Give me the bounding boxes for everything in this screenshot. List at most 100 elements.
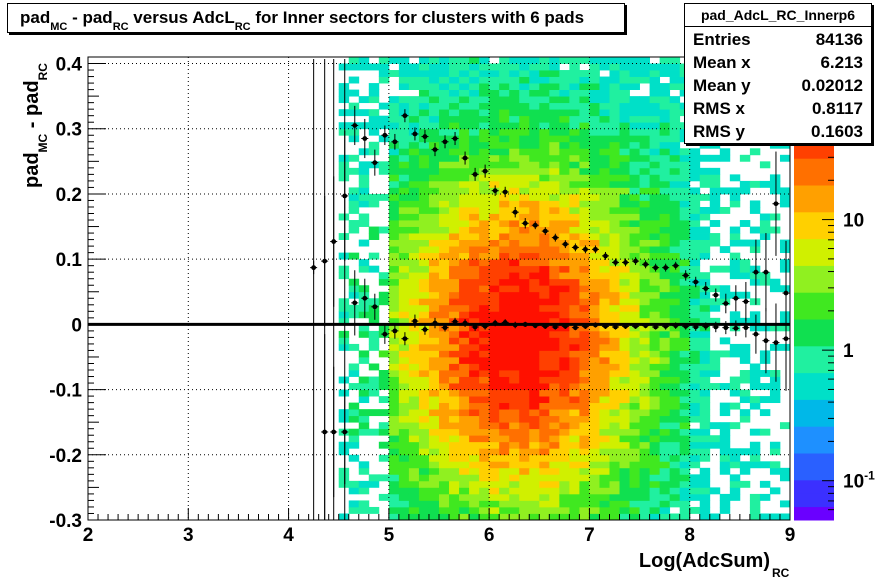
heatmap-cell (408, 135, 420, 143)
title-sub-rc: RC (113, 21, 129, 32)
heatmap-cell (609, 389, 620, 397)
heatmap-cell (539, 246, 550, 254)
heatmap-cell (609, 467, 620, 475)
heatmap-cell (589, 265, 600, 273)
heatmap-cell (499, 298, 510, 306)
heatmap-cell (589, 441, 600, 449)
profile-upper-point (663, 265, 669, 271)
heatmap-cell (358, 285, 370, 293)
heatmap-cell (469, 109, 480, 117)
heatmap-cell (348, 154, 360, 162)
heatmap-cell (779, 246, 791, 254)
profile-upper-point (382, 132, 388, 138)
heatmap-cell (649, 167, 661, 175)
heatmap-cell (388, 474, 400, 482)
heatmap-cell (469, 167, 480, 175)
heatmap-cell (679, 213, 691, 221)
heatmap-cell (659, 272, 671, 280)
heatmap-cell (378, 161, 390, 169)
heatmap-cell (459, 70, 470, 77)
heatmap-cell (679, 226, 691, 234)
colorbar-cell (794, 238, 834, 253)
heatmap-cell (589, 500, 600, 508)
heatmap-cell (449, 370, 460, 377)
heatmap-cell (449, 396, 460, 404)
heatmap-cell (378, 193, 390, 201)
heatmap-cell (569, 493, 580, 501)
heatmap-cell (459, 291, 470, 299)
heatmap-cell (569, 187, 580, 195)
heatmap-cell (589, 213, 600, 221)
heatmap-cell (609, 317, 620, 325)
heatmap-cell (739, 409, 751, 417)
heatmap-cell (519, 396, 530, 404)
heatmap-cell (649, 135, 661, 143)
heatmap-cell (649, 193, 661, 201)
heatmap-cell (499, 148, 510, 156)
heatmap-cell (539, 454, 550, 462)
heatmap-cell (499, 422, 510, 430)
heatmap-cell (639, 376, 650, 384)
heatmap-cell (418, 500, 430, 508)
heatmap-cell (679, 317, 691, 325)
heatmap-cell (408, 167, 420, 175)
heatmap-cell (699, 206, 711, 214)
heatmap-cell (509, 513, 520, 521)
heatmap-cell (569, 428, 580, 436)
heatmap-cell (559, 383, 570, 390)
heatmap-cell (649, 220, 661, 227)
heatmap-cell (609, 206, 620, 214)
heatmap-cell (669, 265, 681, 273)
heatmap-cell (659, 506, 671, 514)
heatmap-cell (469, 454, 480, 462)
heatmap-cell (649, 259, 661, 267)
heatmap-cell (729, 174, 741, 182)
heatmap-cell (439, 474, 450, 482)
heatmap-cell (358, 428, 370, 436)
heatmap-cell (509, 109, 520, 117)
heatmap-cell (629, 102, 640, 110)
heatmap-cell (569, 435, 580, 443)
y-axis-title-sub-rc: RC (36, 63, 50, 81)
heatmap-cell (599, 487, 610, 495)
heatmap-cell (408, 435, 420, 443)
heatmap-cell (449, 193, 460, 201)
heatmap-cell (759, 272, 771, 280)
heatmap-cell (639, 409, 650, 417)
heatmap-cell (539, 487, 550, 495)
heatmap-cell (449, 493, 460, 501)
heatmap-cell (629, 167, 640, 175)
heatmap-cell (659, 454, 671, 462)
heatmap-cell (699, 246, 711, 254)
stats-label: Entries (693, 30, 751, 49)
heatmap-cell (489, 467, 500, 475)
heatmap-cell (619, 441, 630, 449)
heatmap-cell (559, 76, 570, 84)
heatmap-cell (529, 63, 540, 71)
heatmap-cell (489, 291, 500, 299)
heatmap-cell (459, 89, 470, 97)
heatmap-cell (569, 506, 580, 514)
heatmap-cell (569, 200, 580, 208)
heatmap-cell (428, 285, 440, 293)
heatmap-cell (599, 200, 610, 208)
heatmap-cell (759, 493, 771, 501)
heatmap-cell (469, 70, 480, 77)
heatmap-cell (579, 376, 590, 384)
profile-lower-point (723, 325, 729, 331)
heatmap-cell (629, 376, 640, 384)
heatmap-cell (418, 467, 430, 475)
heatmap-cell (489, 343, 500, 351)
heatmap-cell (529, 272, 540, 280)
heatmap-cell (539, 89, 550, 97)
heatmap-cell (479, 63, 490, 71)
heatmap-cell (669, 174, 681, 182)
heatmap-cell (398, 193, 410, 201)
heatmap-cell (589, 448, 600, 456)
heatmap-cell (509, 135, 520, 143)
heatmap-cell (559, 278, 570, 286)
heatmap-cell (609, 96, 620, 104)
heatmap-cell (629, 311, 640, 319)
heatmap-cell (469, 467, 480, 475)
heatmap-cell (539, 57, 550, 64)
